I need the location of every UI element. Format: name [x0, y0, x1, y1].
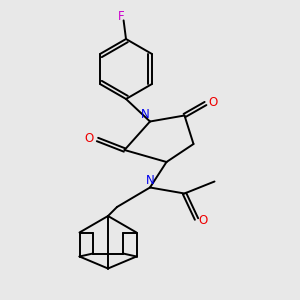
Text: O: O: [208, 96, 217, 109]
Text: N: N: [141, 108, 150, 122]
Text: N: N: [146, 174, 154, 188]
Text: F: F: [118, 10, 125, 23]
Text: O: O: [199, 214, 208, 227]
Text: O: O: [85, 132, 94, 145]
